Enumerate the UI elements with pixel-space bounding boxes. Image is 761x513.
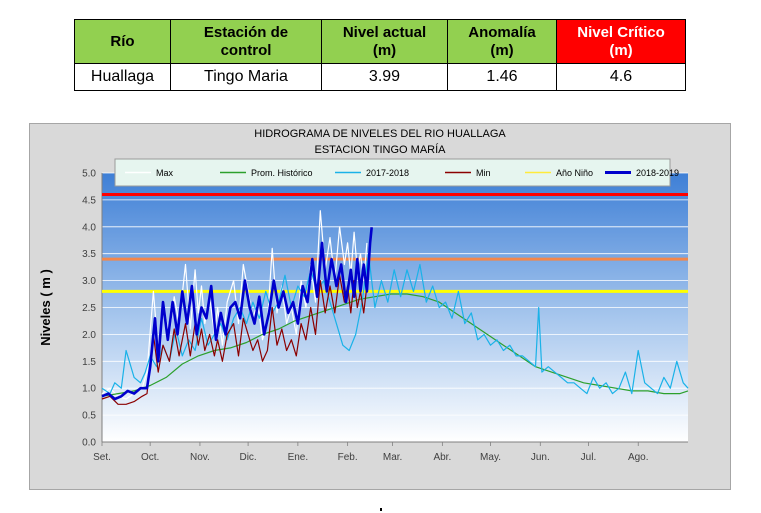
chart-title: HIDROGRAMA DE NIVELES DEL RIO HUALLAGA [254,128,506,140]
y-tick-label: 5.0 [82,169,96,180]
legend-label: Prom. Histórico [251,168,313,178]
series-line [101,253,689,395]
header-nivel-critico: Nivel Crítico (m) [556,19,686,64]
cell-nivel-actual: 3.99 [321,63,448,91]
header-nivel-critico-line2: (m) [609,41,633,59]
series-line [101,227,373,401]
legend-label: 2017-2018 [366,168,409,178]
y-tick-label: 3.5 [82,249,96,260]
header-estacion-line1: Estación de [203,23,289,41]
y-tick-label: 4.0 [82,222,96,233]
hydrograph-chart: HIDROGRAMA DE NIVELES DEL RIO HUALLAGA E… [29,123,731,490]
x-tick-label: May. [480,452,501,463]
x-tick-label: Abr. [433,452,451,463]
header-nivel-actual-line2: (m) [372,41,397,59]
x-tick-label: Nov. [190,452,210,463]
header-rio: Río [74,19,171,64]
y-tick-label: 3.0 [82,276,96,287]
legend-label: Max [156,168,174,178]
series-line [101,274,368,405]
legend-label: Año Niño [556,168,593,178]
page-dot [380,508,382,511]
header-nivel-critico-line1: Nivel Crítico [577,23,665,41]
x-tick-label: Ago. [628,452,649,463]
x-tick-label: Set. [93,452,111,463]
cell-estacion: Tingo Maria [170,63,322,91]
chart-canvas: 0.0 0.5 1.0 1.5 2.0 2.5 3.0 3.5 4.0 4.5 5.0 Set. Oct… [38,158,689,463]
series-line [101,293,689,397]
table-row: Huallaga Tingo Maria 3.99 1.46 4.6 [74,63,686,91]
cell-nivel-critico: 4.6 [556,63,686,91]
header-rio-line1: Río [110,32,135,50]
cell-rio: Huallaga [74,63,171,91]
x-tick-label: Feb. [338,452,358,463]
y-axis-label: Niveles ( m ) [38,269,53,346]
legend-label: 2018-2019 [636,168,679,178]
y-tick-label: 1.0 [82,384,96,395]
x-tick-label: Dic. [239,452,256,463]
legend-box [114,158,671,187]
chart-subtitle: ESTACION TINGO MARÍA [314,144,446,156]
y-tick-label: 2.0 [82,330,96,341]
summary-table: Río Estación de control Nivel actual (m)… [74,19,686,91]
x-tick-label: Jun. [531,452,550,463]
header-anomalia-line1: Anomalía [468,23,536,41]
header-anomalia: Anomalía (m) [447,19,557,64]
y-tick-label: 2.5 [82,303,96,314]
header-nivel-actual-line1: Nivel actual [342,23,427,41]
header-estacion-line2: control [220,41,272,59]
legend-label: Min [476,168,491,178]
y-tick-label: 1.5 [82,357,96,368]
x-tick-label: Mar. [383,452,402,463]
table-header-row: Río Estación de control Nivel actual (m)… [74,19,686,64]
header-nivel-actual: Nivel actual (m) [321,19,448,64]
header-estacion: Estación de control [170,19,322,64]
y-tick-label: 0.0 [82,438,96,449]
cell-anomalia: 1.46 [447,63,557,91]
y-tick-label: 0.5 [82,411,96,422]
x-tick-label: Jul. [581,452,597,463]
header-anomalia-line2: (m) [490,41,514,59]
x-tick-label: Oct. [141,452,159,463]
y-tick-label: 4.5 [82,195,96,206]
x-tick-label: Ene. [288,452,309,463]
